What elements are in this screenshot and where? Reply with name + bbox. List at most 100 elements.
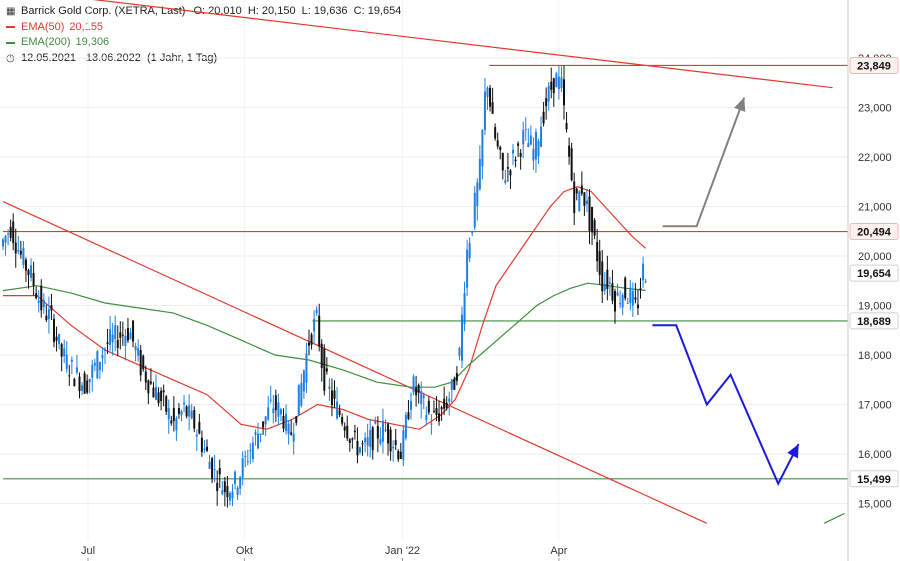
candle-body xyxy=(198,421,201,434)
candle-body xyxy=(598,251,601,275)
candle-body xyxy=(325,368,328,372)
ohlc-values: O: 20,010 H: 20,150 L: 19,636 C: 19,654 xyxy=(193,5,402,17)
candle-body xyxy=(425,414,428,420)
candle-body xyxy=(96,351,99,379)
candle-body xyxy=(542,111,545,124)
projection-arrow-0 xyxy=(662,97,746,228)
candle-body xyxy=(208,461,211,469)
candle-body xyxy=(88,378,91,382)
candle-body xyxy=(402,430,405,461)
candle-body xyxy=(78,376,81,392)
candle-body xyxy=(639,288,642,291)
candle-body xyxy=(313,318,316,332)
level-tag-3-bg xyxy=(849,470,899,488)
candle-body xyxy=(509,170,512,176)
candle-body xyxy=(172,407,175,422)
candle-body xyxy=(302,370,305,392)
candle-body xyxy=(234,471,237,485)
candle-body xyxy=(422,395,425,399)
candle-body xyxy=(537,141,540,157)
trend-line-2 xyxy=(823,512,845,524)
candle-body xyxy=(285,413,288,432)
candle-body xyxy=(583,192,586,206)
candle-body xyxy=(621,295,624,308)
candle-body xyxy=(379,439,382,444)
candle-body xyxy=(504,180,507,183)
candle-body xyxy=(356,440,359,456)
y-tick-label-5: 20,000 xyxy=(858,251,892,263)
candle-body xyxy=(47,309,50,320)
candle-body xyxy=(631,291,634,306)
candle-body xyxy=(22,247,25,265)
candle-body xyxy=(287,423,290,434)
candle-body xyxy=(295,416,298,423)
candle-body xyxy=(578,191,581,211)
candle-body xyxy=(50,305,53,311)
y-tick-label-4: 19,000 xyxy=(858,301,892,313)
candle-body xyxy=(371,427,374,451)
y-tick-label-0: 15,000 xyxy=(858,499,892,511)
level-tag-0-text: 23,849 xyxy=(857,60,891,72)
candle-body xyxy=(37,300,40,303)
candle-body xyxy=(491,102,494,114)
candle-body xyxy=(494,127,497,139)
ema200-value: 19,306 xyxy=(75,36,110,48)
candle-body xyxy=(568,145,571,157)
candle-body xyxy=(155,387,157,400)
candle-body xyxy=(588,196,591,231)
candle-body xyxy=(336,401,339,419)
candle-body xyxy=(170,420,173,424)
candle-body xyxy=(267,407,270,420)
candle-body xyxy=(259,433,262,436)
candle-body xyxy=(634,297,637,300)
candle-body xyxy=(119,332,122,338)
candle-body xyxy=(601,261,604,292)
candle-body xyxy=(40,285,43,311)
candle-body xyxy=(432,410,435,412)
candle-body xyxy=(144,371,147,383)
level-tag-1-bg xyxy=(849,223,899,241)
candle-body xyxy=(532,148,535,161)
candle-body xyxy=(223,481,226,493)
candle-body xyxy=(560,77,563,89)
candle-body xyxy=(200,437,203,453)
candle-body xyxy=(272,408,275,414)
candle-body xyxy=(333,390,336,400)
y-tick-label-2: 17,000 xyxy=(858,400,892,412)
candle-body xyxy=(129,332,132,340)
candle-body xyxy=(463,293,466,324)
candle-body xyxy=(14,242,17,254)
candle-body xyxy=(106,342,109,344)
legend-title-row: ▦ Barrick Gold Corp. (XETRA, Last) O: 20… xyxy=(6,4,401,20)
y-tick-label-8: 23,000 xyxy=(858,103,892,115)
candle-body xyxy=(7,233,10,235)
candle-body xyxy=(522,130,525,145)
candle-body xyxy=(330,390,333,406)
candle-body xyxy=(180,411,183,416)
candle-body xyxy=(389,429,392,452)
candle-body xyxy=(580,185,583,194)
candle-body xyxy=(160,390,163,402)
candle-body xyxy=(162,390,165,393)
candle-body xyxy=(466,249,469,288)
candle-body xyxy=(58,333,61,345)
candle-body xyxy=(45,315,48,321)
candle-body xyxy=(251,442,254,459)
candle-body xyxy=(529,135,532,145)
trend-line-1 xyxy=(2,201,708,524)
candle-body xyxy=(550,81,553,90)
candle-body xyxy=(32,272,35,286)
ema200-label: EMA(200) xyxy=(21,36,71,48)
candle-body xyxy=(353,430,356,433)
candle-body xyxy=(121,334,124,336)
candle-body xyxy=(642,263,645,281)
candle-body xyxy=(575,188,578,194)
candle-body xyxy=(55,336,58,341)
candle-body xyxy=(359,447,361,453)
candle-body xyxy=(134,346,137,351)
candle-body xyxy=(517,143,520,146)
candle-body xyxy=(471,231,474,233)
candle-body xyxy=(489,87,492,107)
candle-body xyxy=(177,408,180,414)
candle-body xyxy=(611,283,614,301)
